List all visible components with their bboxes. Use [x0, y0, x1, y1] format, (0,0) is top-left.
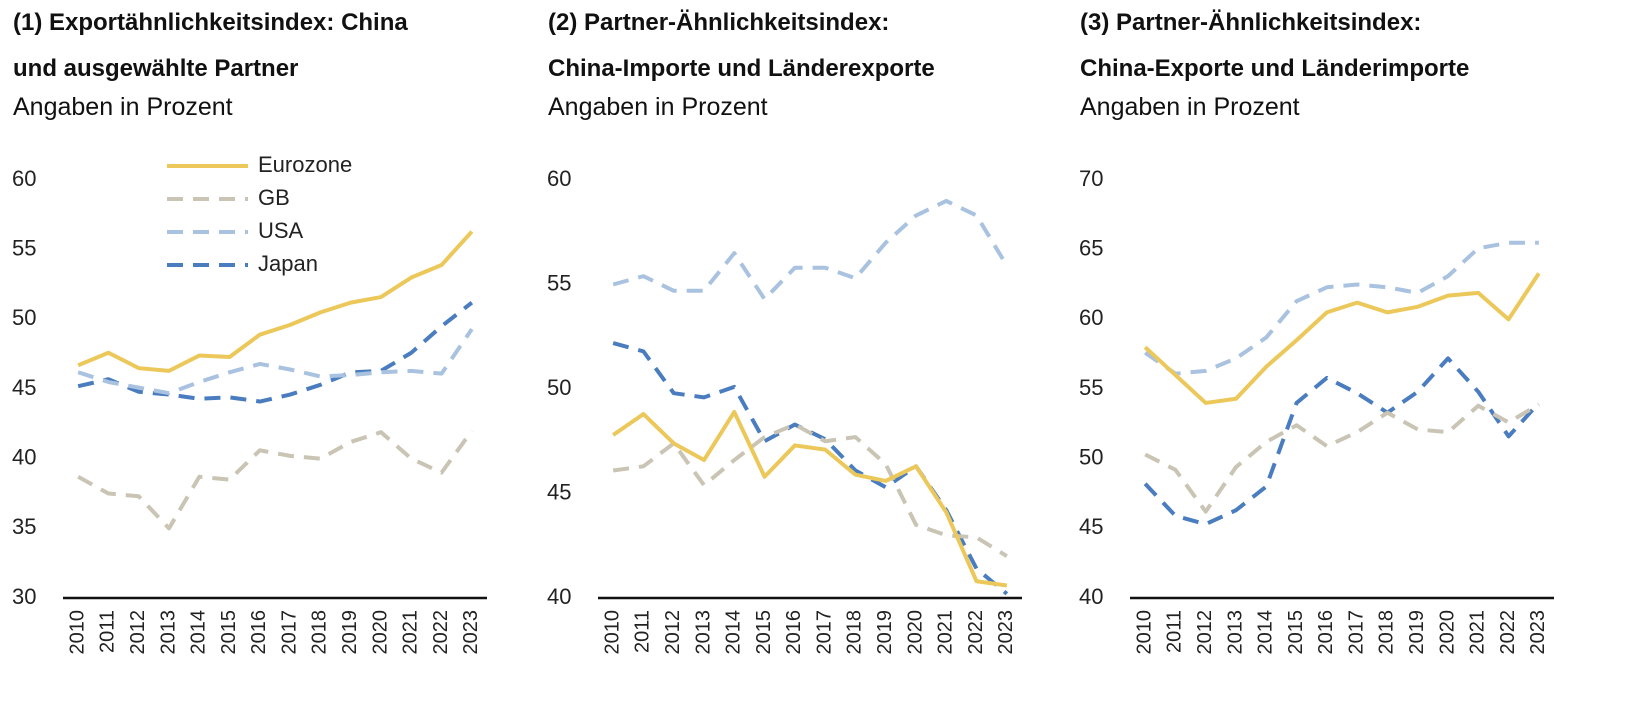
chart-subtitle: Angaben in Prozent — [548, 93, 768, 121]
y-tick-label: 45 — [547, 479, 571, 504]
x-tick-label: 2021 — [1467, 610, 1489, 655]
y-tick-label: 60 — [1079, 305, 1103, 330]
x-tick-label: 2014 — [723, 610, 745, 655]
x-tick-label: 2020 — [1436, 610, 1458, 655]
y-tick-label: 40 — [12, 444, 36, 469]
series-line — [77, 230, 474, 373]
x-tick-label: 2012 — [1194, 610, 1216, 655]
x-tick-label: 2020 — [369, 610, 391, 655]
y-tick-label: 70 — [1079, 166, 1103, 191]
x-tick-label: 2012 — [127, 610, 149, 655]
x-tick-label: 2015 — [1285, 610, 1307, 655]
x-tick-label: 2017 — [1345, 610, 1367, 655]
series-line — [612, 198, 1009, 302]
x-tick-label: 2021 — [400, 610, 422, 655]
y-tick-label: 60 — [547, 166, 571, 191]
x-tick-label: 2022 — [965, 610, 987, 655]
x-tick-label: 2016 — [783, 610, 805, 655]
x-tick-label: 2023 — [1527, 610, 1549, 655]
x-tick-label: 2023 — [995, 610, 1017, 655]
x-tick-label: 2018 — [844, 610, 866, 655]
x-tick-label: 2018 — [309, 610, 331, 655]
x-tick-label: 2023 — [460, 610, 482, 655]
y-tick-label: 50 — [1079, 444, 1103, 469]
x-tick-label: 2013 — [1224, 610, 1246, 655]
x-tick-label: 2012 — [662, 610, 684, 655]
x-tick-label: 2021 — [935, 610, 957, 655]
legend-label: Japan — [258, 251, 318, 276]
series-line — [612, 422, 1008, 558]
chart-subtitle: Angaben in Prozent — [13, 93, 233, 121]
x-tick-label: 2014 — [1255, 610, 1277, 655]
y-tick-label: 55 — [1079, 375, 1103, 400]
series-line — [1143, 356, 1541, 527]
y-tick-label: 30 — [12, 584, 36, 609]
y-tick-label: 65 — [1079, 235, 1103, 260]
x-tick-label: 2022 — [1497, 610, 1519, 655]
y-tick-label: 45 — [1079, 514, 1103, 539]
chart-title: (1) Exportähnlichkeitsindex: China — [13, 9, 408, 36]
chart-subtitle: Angaben in Prozent — [1080, 93, 1300, 121]
y-tick-label: 50 — [547, 375, 571, 400]
x-tick-label: 2011 — [1164, 610, 1186, 653]
x-tick-label: 2014 — [188, 610, 210, 655]
y-tick-label: 45 — [12, 375, 36, 400]
series-line — [77, 429, 474, 531]
legend-label: USA — [258, 218, 304, 243]
x-tick-label: 2011 — [632, 610, 654, 653]
y-tick-label: 55 — [12, 235, 36, 260]
x-tick-label: 2019 — [1406, 610, 1428, 655]
series-line — [77, 301, 474, 404]
chart-title: (3) Partner-Ähnlichkeitsindex: — [1080, 9, 1422, 36]
x-tick-label: 2013 — [692, 610, 714, 655]
series-line — [612, 341, 1009, 596]
y-tick-label: 50 — [12, 305, 36, 330]
x-tick-label: 2010 — [601, 610, 623, 655]
x-tick-label: 2019 — [339, 610, 361, 655]
x-tick-label: 2010 — [1133, 610, 1155, 655]
chart-title: und ausgewählte Partner — [13, 55, 299, 82]
x-tick-label: 2020 — [904, 610, 926, 655]
x-tick-label: 2019 — [874, 610, 896, 655]
y-tick-label: 35 — [12, 514, 36, 539]
x-tick-label: 2017 — [278, 610, 300, 655]
chart-title: China-Exporte und Länderimporte — [1080, 55, 1470, 82]
x-tick-label: 2016 — [248, 610, 270, 655]
x-tick-label: 2017 — [813, 610, 835, 655]
x-tick-label: 2015 — [753, 610, 775, 655]
series-line — [77, 327, 474, 396]
x-tick-label: 2011 — [97, 610, 119, 653]
series-line — [1143, 272, 1541, 405]
y-tick-label: 40 — [1079, 584, 1103, 609]
x-tick-label: 2010 — [66, 610, 88, 655]
chart-title: (2) Partner-Ähnlichkeitsindex: — [548, 9, 890, 36]
series-line — [1144, 240, 1539, 376]
x-tick-label: 2022 — [430, 610, 452, 655]
series-line — [612, 409, 1008, 588]
x-tick-label: 2013 — [157, 610, 179, 655]
legend-label: Eurozone — [258, 152, 352, 177]
legend-label: GB — [258, 185, 290, 210]
y-tick-label: 60 — [12, 166, 36, 191]
x-tick-label: 2016 — [1315, 610, 1337, 655]
series-line — [1144, 402, 1540, 514]
y-tick-label: 55 — [547, 270, 571, 295]
x-tick-label: 2015 — [218, 610, 240, 655]
chart-title: China-Importe und Länderexporte — [548, 55, 935, 82]
x-tick-label: 2018 — [1376, 610, 1398, 655]
y-tick-label: 40 — [547, 584, 571, 609]
